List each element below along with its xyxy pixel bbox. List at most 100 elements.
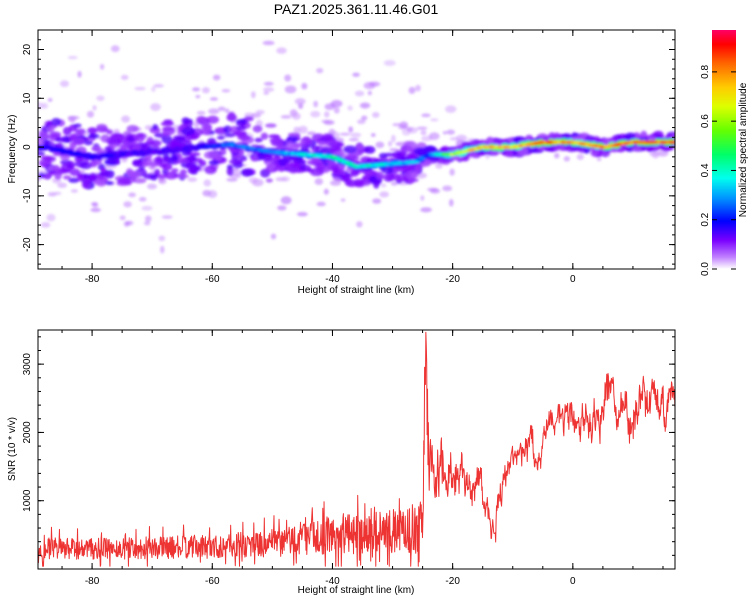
- spectrogram-cloud: [60, 163, 72, 173]
- spectrogram-cloud: [47, 125, 55, 134]
- spectrogram-speckle: [449, 168, 455, 176]
- spectrogram-cloud: [394, 174, 407, 183]
- spectrogram-speckle: [47, 98, 53, 102]
- spectrogram-axes: -80 -60 -40 -20 0 -20 -10 0 10 20: [22, 29, 675, 285]
- spectrogram-cloud: [155, 155, 163, 165]
- spectrogram-speckle: [40, 222, 51, 228]
- spectrogram-cloud: [74, 128, 86, 135]
- spectrogram-speckle: [187, 177, 198, 182]
- spectrogram-cloud: [133, 177, 147, 184]
- spectrogram-speckle: [389, 148, 399, 152]
- spectrogram-cloud: [161, 134, 173, 144]
- spectrogram-speckle: [310, 110, 321, 118]
- snr-xtick-label: -20: [445, 576, 460, 587]
- spectrogram-cloud: [406, 152, 416, 159]
- spectrogram-speckle: [110, 45, 120, 53]
- spectrogram-speckle: [262, 40, 275, 46]
- spectrogram-cloud: [87, 133, 100, 139]
- spectrogram-cloud: [164, 171, 179, 180]
- spectrogram-ytick-label: 10: [22, 92, 33, 104]
- spectrogram-speckle: [280, 196, 292, 205]
- spectrogram-speckle: [339, 132, 351, 136]
- spectrogram-cloud: [252, 125, 263, 133]
- spectrogram-speckle: [294, 98, 306, 105]
- spectrogram-speckle: [445, 105, 457, 113]
- spectrogram-cloud: [122, 178, 131, 184]
- spectrogram-ytick-label: 20: [22, 44, 33, 56]
- spectrogram-cloud: [216, 135, 225, 140]
- spectrogram-speckle: [263, 91, 269, 95]
- spectrogram-cloud: [525, 134, 533, 141]
- spectrogram-speckle: [352, 72, 360, 77]
- spectrogram-frame: [37, 29, 676, 270]
- spectrogram-cloud: [88, 172, 98, 182]
- spectrogram-cloud: [42, 172, 52, 180]
- snr-ylabel: SNR (10 * v/v): [7, 417, 18, 481]
- spectrogram-speckle: [359, 102, 371, 109]
- spectrogram-speckle: [100, 63, 105, 70]
- spectrogram-speckle: [408, 86, 416, 94]
- spectrogram-speckle: [314, 178, 324, 186]
- spectrogram-speckle: [316, 201, 326, 207]
- spectrogram-speckle: [46, 213, 56, 222]
- spectrogram-cloud: [69, 141, 77, 150]
- spectrogram-cloud: [47, 166, 59, 171]
- snr-xlabel: Height of straight line (km): [298, 585, 415, 596]
- spectrogram-speckle: [427, 187, 439, 192]
- spectrogram-cloud: [152, 124, 159, 130]
- spectrogram-cloud: [132, 160, 144, 168]
- spectrogram-cloud: [235, 121, 247, 127]
- spectrogram-cloud: [204, 129, 211, 136]
- spectrogram-speckle: [313, 100, 319, 108]
- spectrogram-speckle: [67, 56, 78, 60]
- spectrogram-speckle: [596, 157, 602, 162]
- snr-xtick-label: -60: [205, 576, 220, 587]
- spectrogram-cloud: [69, 168, 81, 177]
- spectrogram-speckle: [330, 100, 343, 108]
- spectrogram-speckle: [151, 86, 156, 92]
- spectrogram-speckle: [435, 162, 443, 169]
- spectrogram-cloud: [325, 139, 339, 147]
- spectrogram-speckle: [196, 111, 206, 115]
- spectrogram-speckle: [255, 109, 265, 115]
- spectrogram-cloud: [208, 160, 220, 166]
- spectrogram-cloud: [187, 152, 201, 157]
- spectrogram-cloud: [227, 111, 236, 121]
- spectrogram-speckle: [356, 221, 363, 228]
- spectrogram-speckle: [280, 115, 292, 119]
- spectrogram-cloud: [178, 139, 192, 146]
- snr-axes: -80 -60 -40 -20 0 1000 2000 3000: [22, 330, 675, 587]
- spectrogram-speckle: [77, 70, 82, 78]
- spectrogram-cloud: [378, 152, 388, 159]
- spectrogram-cloud: [62, 126, 72, 136]
- spectrogram-cloud: [625, 132, 636, 140]
- colorbar: 0.0 0.2 0.4 0.6 0.8 Normalized spectral ampl…: [700, 30, 749, 276]
- spectrogram-speckle: [90, 207, 101, 213]
- spectrogram-cloud: [214, 153, 223, 161]
- spectrogram-speckle: [449, 137, 459, 141]
- spectrogram-cloud: [309, 168, 324, 177]
- spectrogram-cloud: [163, 119, 173, 124]
- spectrogram-cloud: [180, 169, 187, 176]
- spectrogram-speckle: [144, 215, 152, 222]
- spectrogram-speckle: [554, 152, 560, 159]
- snr-xtick-label: 0: [570, 576, 576, 587]
- spectrogram-speckle: [363, 82, 376, 90]
- spectrogram-cloud: [120, 143, 129, 151]
- spectrogram-speckle: [251, 91, 256, 99]
- spectrogram-speckle: [421, 113, 431, 118]
- spectrogram-cloud: [185, 155, 197, 162]
- spectrogram-speckle: [119, 215, 126, 221]
- spectrogram-cloud: [100, 134, 110, 143]
- spectrogram-cloud: [162, 132, 171, 137]
- spectrogram-cloud: [264, 123, 277, 128]
- snr-xtick-label: -40: [325, 576, 340, 587]
- spectrogram-cloud: [175, 174, 190, 179]
- spectrogram-speckle: [329, 180, 342, 186]
- colorbar-tick-label: 0.4: [700, 163, 711, 177]
- spectrogram-speckle: [281, 176, 291, 182]
- spectrogram-xlabel: Height of straight line (km): [298, 285, 415, 296]
- spectrogram-speckle: [96, 95, 105, 102]
- spectrogram-cloud: [174, 136, 186, 141]
